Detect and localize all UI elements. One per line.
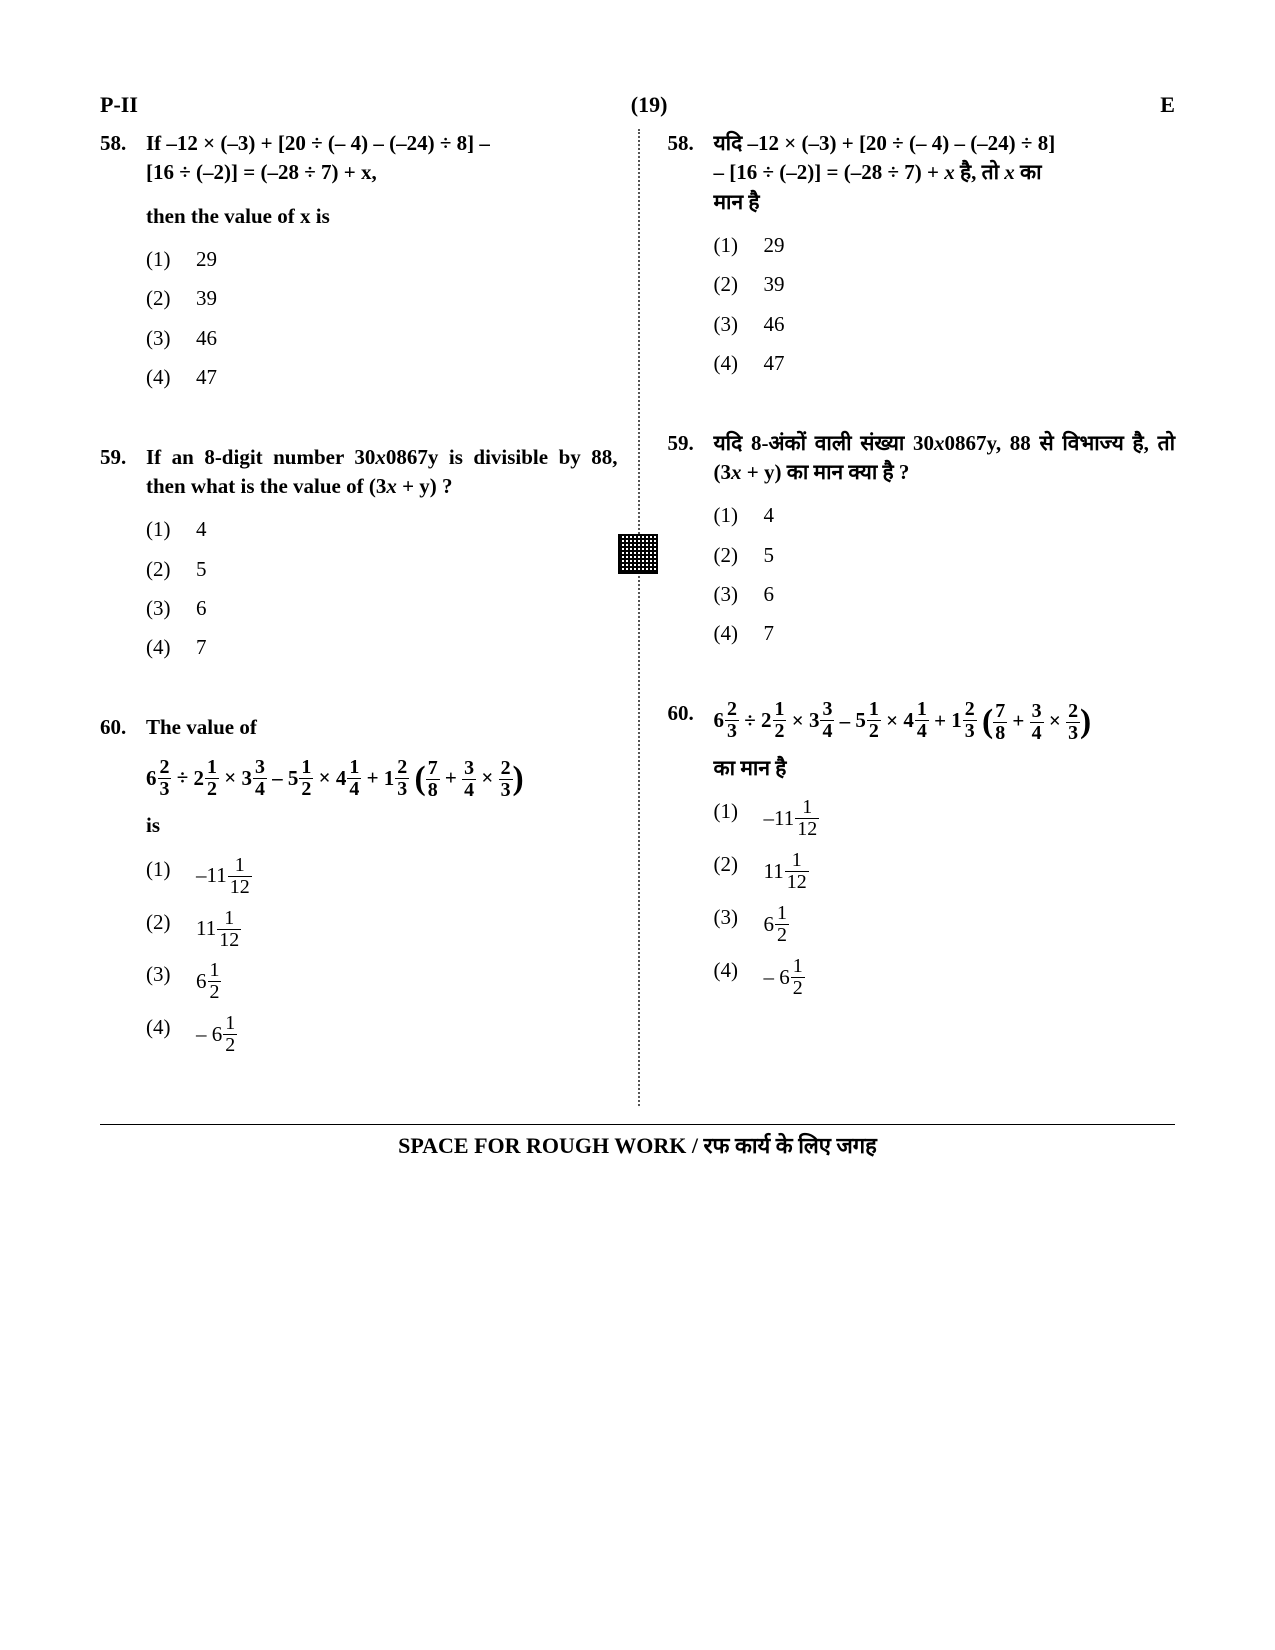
question-number: 59.	[100, 443, 146, 673]
question-number: 58.	[668, 129, 714, 389]
option[interactable]: (3)6	[146, 594, 618, 623]
option[interactable]: (4)– 612	[146, 1013, 618, 1056]
q60-stem-pre: The value of	[146, 713, 618, 742]
option[interactable]: (3)612	[146, 960, 618, 1003]
option[interactable]: (4)7	[146, 633, 618, 662]
option[interactable]: (1)–11112	[146, 855, 618, 898]
column-divider	[638, 129, 640, 1106]
question-59-hi: 59. यदि 8-अंकों वाली संख्या 30x0867y, 88…	[668, 429, 1176, 659]
q58-line1: If –12 × (–3) + [20 ÷ (– 4) – (–24) ÷ 8]…	[146, 129, 618, 158]
header-center: (19)	[631, 90, 668, 121]
option[interactable]: (3)46	[714, 310, 1176, 339]
option[interactable]: (2)5	[714, 541, 1176, 570]
question-58-hi: 58. यदि –12 × (–3) + [20 ÷ (– 4) – (–24)…	[668, 129, 1176, 389]
two-column-layout: 58. If –12 × (–3) + [20 ÷ (– 4) – (–24) …	[100, 129, 1175, 1106]
option[interactable]: (1)4	[146, 515, 618, 544]
option[interactable]: (4)47	[714, 349, 1176, 378]
q59-stem: यदि 8-अंकों वाली संख्या 30x0867y, 88 से …	[714, 429, 1176, 488]
question-60-hi: 60. 623 ÷ 212 × 334 – 512 × 414 + 123 (7…	[668, 699, 1176, 1009]
q58-line1: यदि –12 × (–3) + [20 ÷ (– 4) – (–24) ÷ 8…	[714, 129, 1176, 158]
q60-expression: 623 ÷ 212 × 334 – 512 × 414 + 123 (78 + …	[146, 756, 618, 803]
option[interactable]: (2)39	[714, 270, 1176, 299]
q59-stem: If an 8-digit number 30x0867y is divisib…	[146, 443, 618, 502]
option[interactable]: (2)5	[146, 555, 618, 584]
option[interactable]: (4)7	[714, 619, 1176, 648]
option[interactable]: (4)– 612	[714, 956, 1176, 999]
question-number: 59.	[668, 429, 714, 659]
q58-line3: मान है	[714, 188, 1176, 217]
right-column: 58. यदि –12 × (–3) + [20 ÷ (– 4) – (–24)…	[638, 129, 1176, 1106]
header-right: E	[1160, 90, 1175, 121]
option[interactable]: (3)612	[714, 903, 1176, 946]
q58-line2: [16 ÷ (–2)] = (–28 ÷ 7) + x,	[146, 158, 618, 187]
q58-options: (1)29 (2)39 (3)46 (4)47	[714, 231, 1176, 379]
rough-work-separator	[100, 1124, 1175, 1125]
question-number: 60.	[668, 699, 714, 1009]
question-60-en: 60. The value of 623 ÷ 212 × 334 – 512 ×…	[100, 713, 618, 1066]
option[interactable]: (3)6	[714, 580, 1176, 609]
question-number: 60.	[100, 713, 146, 1066]
question-number: 58.	[100, 129, 146, 403]
q60-stem-post: is	[146, 811, 618, 840]
q59-options: (1)4 (2)5 (3)6 (4)7	[146, 515, 618, 663]
header-left: P-II	[100, 90, 138, 121]
q60-stem-post: का मान है	[714, 754, 1176, 783]
q58-line3: then the value of x is	[146, 202, 618, 231]
option[interactable]: (2)11112	[714, 850, 1176, 893]
option[interactable]: (2)39	[146, 284, 618, 313]
option[interactable]: (4)47	[146, 363, 618, 392]
question-58-en: 58. If –12 × (–3) + [20 ÷ (– 4) – (–24) …	[100, 129, 618, 403]
left-column: 58. If –12 × (–3) + [20 ÷ (– 4) – (–24) …	[100, 129, 638, 1106]
option[interactable]: (3)46	[146, 324, 618, 353]
q60-options: (1)–11112 (2)11112 (3)612 (4)– 612	[146, 855, 618, 1057]
qr-code-icon	[618, 534, 658, 574]
option[interactable]: (1)4	[714, 501, 1176, 530]
rough-work-heading: SPACE FOR ROUGH WORK / रफ कार्य के लिए ज…	[100, 1131, 1175, 1162]
q58-line2: – [16 ÷ (–2)] = (–28 ÷ 7) + x है, तो x क…	[714, 158, 1176, 187]
option[interactable]: (1)29	[146, 245, 618, 274]
option[interactable]: (1)29	[714, 231, 1176, 260]
question-59-en: 59. If an 8-digit number 30x0867y is div…	[100, 443, 618, 673]
option[interactable]: (1)–11112	[714, 797, 1176, 840]
page-header: P-II (19) E	[100, 90, 1175, 121]
option[interactable]: (2)11112	[146, 908, 618, 951]
q59-options: (1)4 (2)5 (3)6 (4)7	[714, 501, 1176, 649]
q60-expression: 623 ÷ 212 × 334 – 512 × 414 + 123 (78 + …	[714, 699, 1176, 746]
q60-options: (1)–11112 (2)11112 (3)612 (4)– 612	[714, 797, 1176, 999]
q58-options: (1)29 (2)39 (3)46 (4)47	[146, 245, 618, 393]
